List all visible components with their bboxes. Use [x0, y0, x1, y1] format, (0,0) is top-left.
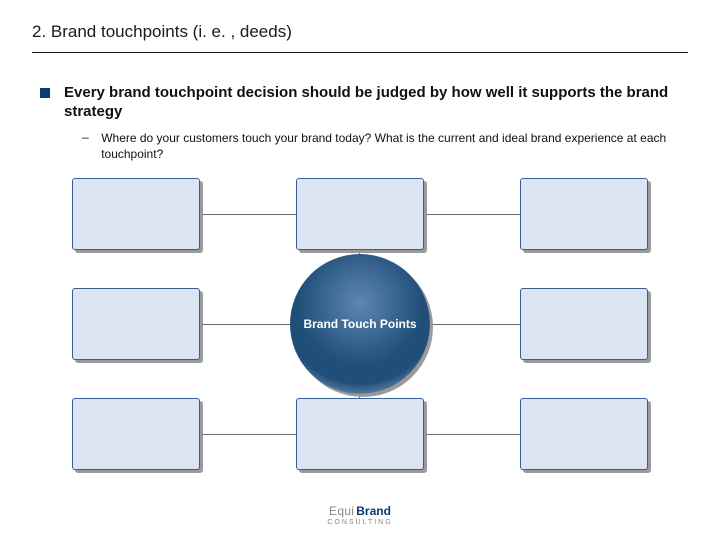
- touchpoint-box: [520, 178, 648, 250]
- sub-bullet-text: Where do your customers touch your brand…: [101, 130, 680, 162]
- touchpoints-diagram: Brand Touch Points: [72, 178, 648, 478]
- touchpoint-box: [72, 178, 200, 250]
- touchpoint-box: [520, 398, 648, 470]
- connector: [200, 324, 292, 325]
- connector: [428, 324, 520, 325]
- title-block: 2. Brand touchpoints (i. e. , deeds): [32, 22, 688, 42]
- square-bullet-icon: [40, 88, 50, 98]
- logo-text-equi: Equi: [329, 504, 354, 518]
- sub-bullet: – Where do your customers touch your bra…: [82, 130, 680, 162]
- central-node: Brand Touch Points: [290, 254, 430, 394]
- connector: [200, 214, 310, 215]
- slide-title: 2. Brand touchpoints (i. e. , deeds): [32, 22, 688, 42]
- central-node-label: Brand Touch Points: [303, 317, 416, 331]
- touchpoint-box: [72, 288, 200, 360]
- connector: [410, 214, 520, 215]
- touchpoint-box: [296, 178, 424, 250]
- logo-text-brand: Brand: [356, 504, 391, 518]
- main-bullet-text: Every brand touchpoint decision should b…: [64, 84, 680, 122]
- main-bullet: Every brand touchpoint decision should b…: [40, 84, 680, 122]
- connector: [200, 434, 310, 435]
- slide: 2. Brand touchpoints (i. e. , deeds) Eve…: [0, 0, 720, 540]
- touchpoint-box: [520, 288, 648, 360]
- connector: [410, 434, 520, 435]
- logo: EquiBrand: [329, 504, 391, 518]
- dash-icon: –: [82, 130, 91, 144]
- title-rule: [32, 52, 688, 53]
- touchpoint-box: [296, 398, 424, 470]
- footer-logo: EquiBrand CONSULTING: [0, 502, 720, 526]
- touchpoint-box: [72, 398, 200, 470]
- logo-subtext: CONSULTING: [0, 519, 720, 526]
